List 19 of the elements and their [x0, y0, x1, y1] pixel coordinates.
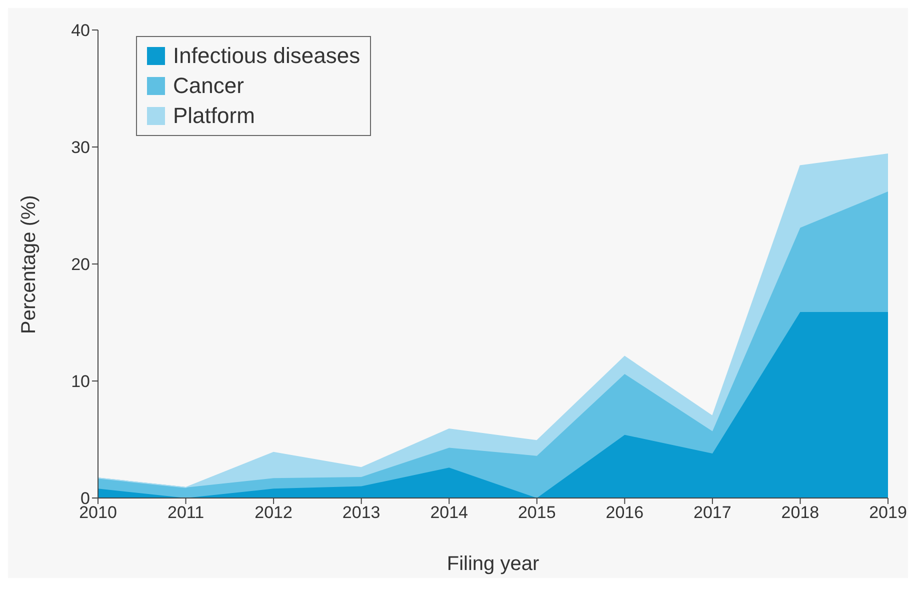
y-tick-label: 10	[71, 372, 90, 392]
legend-label: Cancer	[173, 73, 244, 99]
y-tick-label: 20	[71, 255, 90, 274]
y-tick-label: 40	[71, 21, 90, 40]
legend-label: Platform	[173, 103, 255, 129]
x-tick-label: 2012	[254, 503, 292, 522]
legend-label: Infectious diseases	[173, 43, 360, 69]
x-tick-label: 2010	[79, 503, 117, 522]
x-tick-label: 2011	[167, 503, 204, 522]
x-axis-title: Filing year	[446, 553, 540, 575]
x-tick-label: 2015	[518, 503, 556, 522]
y-tick-label: 30	[71, 138, 90, 158]
x-tick-label: 2017	[694, 503, 732, 522]
x-tick-label: 2014	[430, 503, 468, 522]
y-axis-title: Percentage (%)	[18, 195, 40, 334]
x-tick-label: 2019	[869, 503, 907, 522]
x-tick-label: 2016	[606, 503, 644, 522]
x-tick-label: 2013	[342, 503, 380, 522]
x-tick-label: 2018	[781, 503, 820, 522]
